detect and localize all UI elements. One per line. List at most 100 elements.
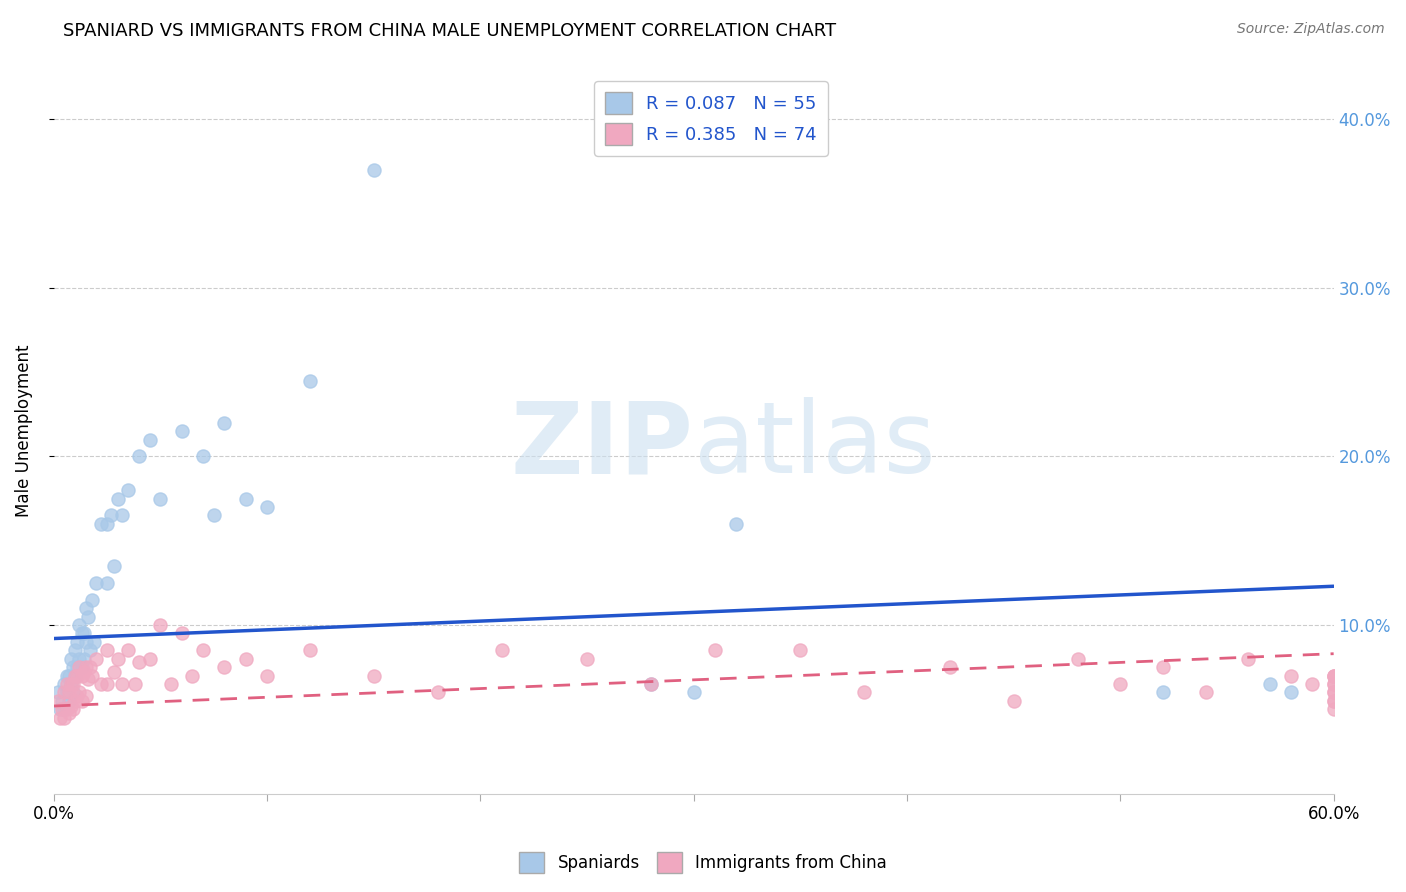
Point xyxy=(181,668,204,682)
Point xyxy=(107,652,129,666)
Point xyxy=(75,660,97,674)
Point xyxy=(160,677,183,691)
Point xyxy=(70,660,93,674)
Point xyxy=(90,677,112,691)
Point xyxy=(63,668,86,682)
Point xyxy=(75,689,97,703)
Point xyxy=(128,450,150,464)
Point xyxy=(58,706,80,720)
Point xyxy=(66,668,89,682)
Point xyxy=(1279,668,1302,682)
Point xyxy=(1279,685,1302,699)
Point xyxy=(96,575,118,590)
Point xyxy=(83,635,105,649)
Point xyxy=(66,635,89,649)
Point xyxy=(1323,694,1346,708)
Point xyxy=(82,668,104,682)
Point xyxy=(111,677,134,691)
Point xyxy=(1323,668,1346,682)
Point xyxy=(67,652,90,666)
Point xyxy=(70,626,93,640)
Point xyxy=(75,601,97,615)
Point xyxy=(63,668,86,682)
Y-axis label: Male Unemployment: Male Unemployment xyxy=(15,345,32,517)
Point xyxy=(704,643,727,657)
Point xyxy=(96,643,118,657)
Point xyxy=(1109,677,1132,691)
Point xyxy=(51,702,73,716)
Point xyxy=(55,677,77,691)
Point xyxy=(55,702,77,716)
Text: Source: ZipAtlas.com: Source: ZipAtlas.com xyxy=(1237,22,1385,37)
Point xyxy=(363,162,385,177)
Point xyxy=(1323,702,1346,716)
Point xyxy=(1258,677,1281,691)
Point xyxy=(82,592,104,607)
Point xyxy=(49,711,72,725)
Point xyxy=(298,643,321,657)
Point xyxy=(235,491,257,506)
Point xyxy=(77,672,100,686)
Point xyxy=(1195,685,1218,699)
Point xyxy=(1323,694,1346,708)
Point xyxy=(46,694,69,708)
Point xyxy=(53,685,76,699)
Point xyxy=(53,711,76,725)
Point xyxy=(55,685,77,699)
Point xyxy=(55,668,77,682)
Point xyxy=(235,652,257,666)
Point xyxy=(1237,652,1260,666)
Point xyxy=(67,660,90,674)
Point xyxy=(139,652,162,666)
Point xyxy=(63,694,86,708)
Point xyxy=(191,643,214,657)
Point xyxy=(1323,685,1346,699)
Point xyxy=(789,643,811,657)
Point xyxy=(62,660,84,674)
Point xyxy=(214,660,236,674)
Legend: R = 0.087   N = 55, R = 0.385   N = 74: R = 0.087 N = 55, R = 0.385 N = 74 xyxy=(593,81,828,156)
Point xyxy=(725,516,748,531)
Point xyxy=(1323,677,1346,691)
Point xyxy=(640,677,662,691)
Point xyxy=(100,508,122,523)
Point xyxy=(1152,660,1174,674)
Point xyxy=(58,694,80,708)
Point xyxy=(1323,668,1346,682)
Point xyxy=(46,685,69,699)
Point xyxy=(86,652,108,666)
Point xyxy=(111,508,134,523)
Point xyxy=(256,500,278,514)
Point xyxy=(63,643,86,657)
Point xyxy=(1323,677,1346,691)
Point xyxy=(73,665,96,680)
Point xyxy=(117,643,139,657)
Point xyxy=(576,652,599,666)
Point xyxy=(139,433,162,447)
Point xyxy=(66,689,89,703)
Point xyxy=(96,677,118,691)
Point xyxy=(1323,685,1346,699)
Point xyxy=(53,677,76,691)
Point xyxy=(298,374,321,388)
Point xyxy=(170,424,193,438)
Point xyxy=(59,652,82,666)
Point xyxy=(191,450,214,464)
Point xyxy=(149,491,172,506)
Point xyxy=(103,665,125,680)
Point xyxy=(107,491,129,506)
Point xyxy=(256,668,278,682)
Point xyxy=(75,635,97,649)
Point xyxy=(77,609,100,624)
Point xyxy=(73,652,96,666)
Point xyxy=(103,559,125,574)
Point xyxy=(214,416,236,430)
Point xyxy=(363,668,385,682)
Point xyxy=(96,516,118,531)
Point xyxy=(117,483,139,497)
Point xyxy=(86,575,108,590)
Point xyxy=(1323,668,1346,682)
Point xyxy=(491,643,513,657)
Point xyxy=(90,516,112,531)
Text: atlas: atlas xyxy=(693,397,935,494)
